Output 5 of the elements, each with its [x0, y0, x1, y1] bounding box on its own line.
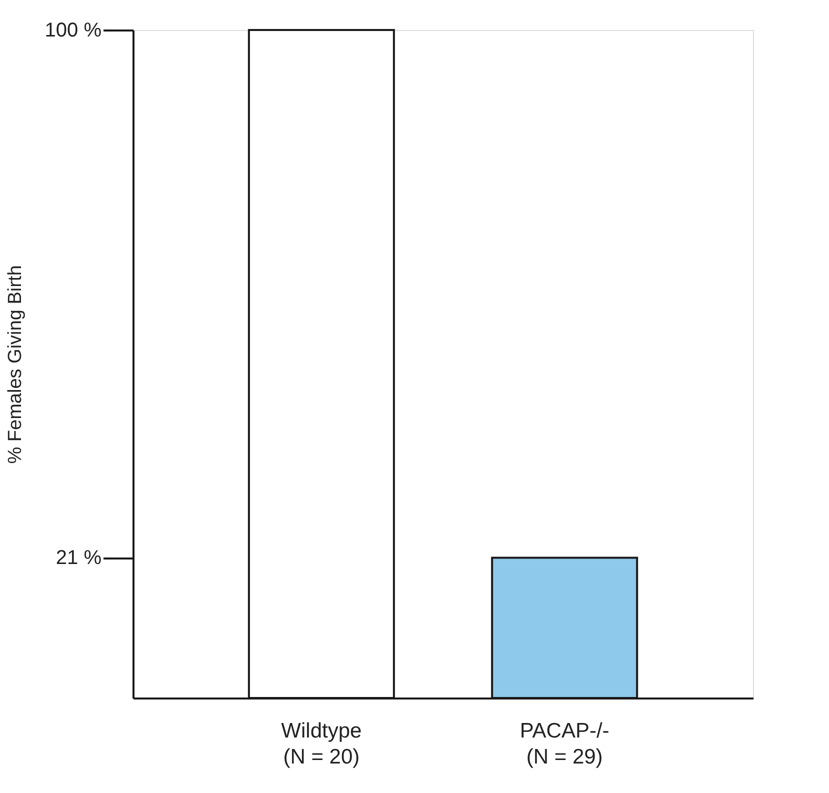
y-tick-label: 100 %: [44, 20, 102, 42]
y-tick-label: 21 %: [56, 547, 102, 570]
y-axis-title: % Females Giving Birth: [4, 265, 26, 464]
x-tick-label: PACAP-/- (N = 29): [520, 720, 610, 768]
x-tick-label: Wildtype (N = 20): [281, 720, 362, 768]
